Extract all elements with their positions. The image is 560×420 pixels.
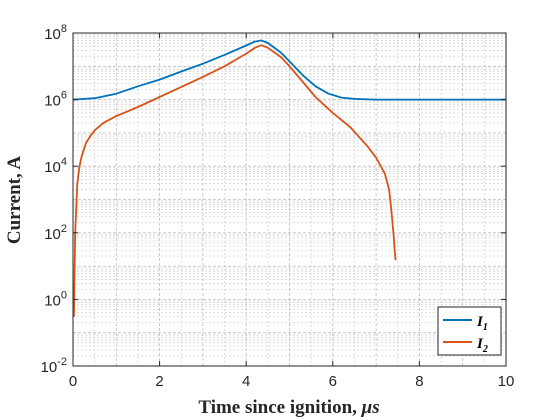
y-tick-label: 108 [44, 23, 67, 43]
series-line-i1 [72, 39, 506, 101]
y-tick-label: 104 [44, 156, 67, 176]
x-tick-label: 2 [155, 373, 163, 390]
legend-label-i1: I1 [476, 314, 488, 333]
series-line-i2 [73, 44, 397, 317]
y-tick-label: 102 [44, 223, 67, 243]
x-tick-label: 4 [242, 373, 250, 390]
series-layer [72, 39, 506, 317]
x-tick-label: 8 [415, 373, 423, 390]
x-tick-label: 0 [69, 373, 77, 390]
ticks-layer: 0 2 4 6 8 10 10-2 100 102 104 106 108 [41, 23, 515, 390]
grid [73, 33, 506, 366]
legend: I1 I2 [437, 306, 502, 356]
y-tick-label: 100 [44, 289, 67, 309]
legend-box [437, 306, 502, 356]
legend-label-i2: I2 [476, 336, 488, 355]
y-tick-label: 106 [44, 90, 67, 110]
y-axis-label: Current, A [4, 156, 25, 245]
x-axis-label: Time since ignition, μs [198, 397, 379, 418]
x-tick-label: 10 [498, 373, 515, 390]
plot-frame [72, 32, 507, 367]
y-tick-label: 10-2 [41, 356, 67, 376]
x-tick-label: 6 [329, 373, 337, 390]
